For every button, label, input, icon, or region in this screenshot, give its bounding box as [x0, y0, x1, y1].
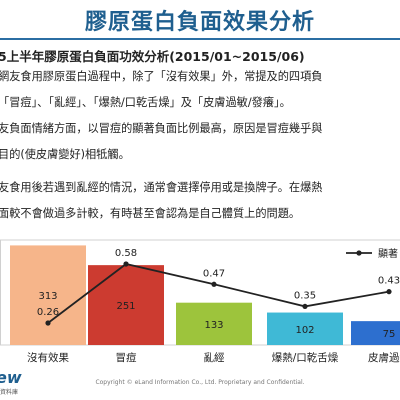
- line-point: [211, 281, 217, 287]
- chart-subtitle: 5上半年膠原蛋白負面功效分析(2015/01~2015/06): [0, 49, 305, 64]
- line-value-label: 0.58: [115, 248, 137, 259]
- bar-4: [267, 312, 343, 345]
- category-label: 皮膚過敏: [368, 351, 400, 364]
- line-point: [386, 289, 392, 295]
- legend-line-marker: [356, 250, 362, 256]
- category-label: 沒有效果: [27, 351, 69, 364]
- bar-5: [351, 321, 400, 345]
- paragraph-line-5: 友食用後若遇到亂經的情況，通常會選擇停用或是換牌子。在爆熱: [0, 181, 323, 194]
- bar-value-label: 102: [295, 325, 314, 336]
- paragraph-line-2: 「冒痘」、「亂經」、「爆熱/口乾舌燥」及「皮膚過敏/發癢」。: [0, 96, 291, 109]
- bar-1: [10, 245, 86, 345]
- line-point: [123, 261, 129, 267]
- paragraph-line-1: 網友食用膠原蛋白過程中，除了「沒有效果」外，常提及的四項負: [0, 70, 323, 83]
- bar-2: [88, 265, 164, 345]
- line-point: [45, 320, 51, 326]
- logo-subtext: 資料庫: [0, 389, 19, 396]
- line-point: [302, 303, 308, 310]
- category-label: 冒痘: [116, 351, 137, 364]
- category-label: 亂經: [204, 351, 225, 364]
- eland-logo: ew: [0, 368, 22, 387]
- bar-value-label: 251: [116, 301, 135, 312]
- bar-value-label: 75: [383, 329, 396, 340]
- title-divider: [0, 38, 400, 40]
- category-label: 爆熱/口乾舌燥: [272, 351, 339, 364]
- line-value-label: 0.26: [37, 307, 59, 318]
- page-title: 膠原蛋白負面效果分析: [84, 10, 315, 35]
- bar-3: [176, 302, 252, 345]
- paragraph-line-3: 友負面情緒方面，以冒痘的顯著負面比例最高，原因是冒痘幾乎與: [0, 122, 323, 135]
- line-value-label: 0.35: [294, 290, 316, 301]
- line-value-label: 0.43: [378, 276, 400, 287]
- bar-value-label: 133: [204, 320, 223, 331]
- legend-label: 顯著: [378, 247, 398, 260]
- paragraph-line-6: 面較不會做過多計較，有時甚至會認為是自己體質上的問題。: [0, 207, 301, 220]
- copyright-notice: Copyright © eLand Information Co., Ltd. …: [95, 379, 305, 386]
- paragraph-line-4: 目的(使皮膚變好)相牴觸。: [0, 148, 130, 161]
- line-value-label: 0.47: [203, 268, 225, 279]
- bar-value-label: 313: [38, 291, 57, 302]
